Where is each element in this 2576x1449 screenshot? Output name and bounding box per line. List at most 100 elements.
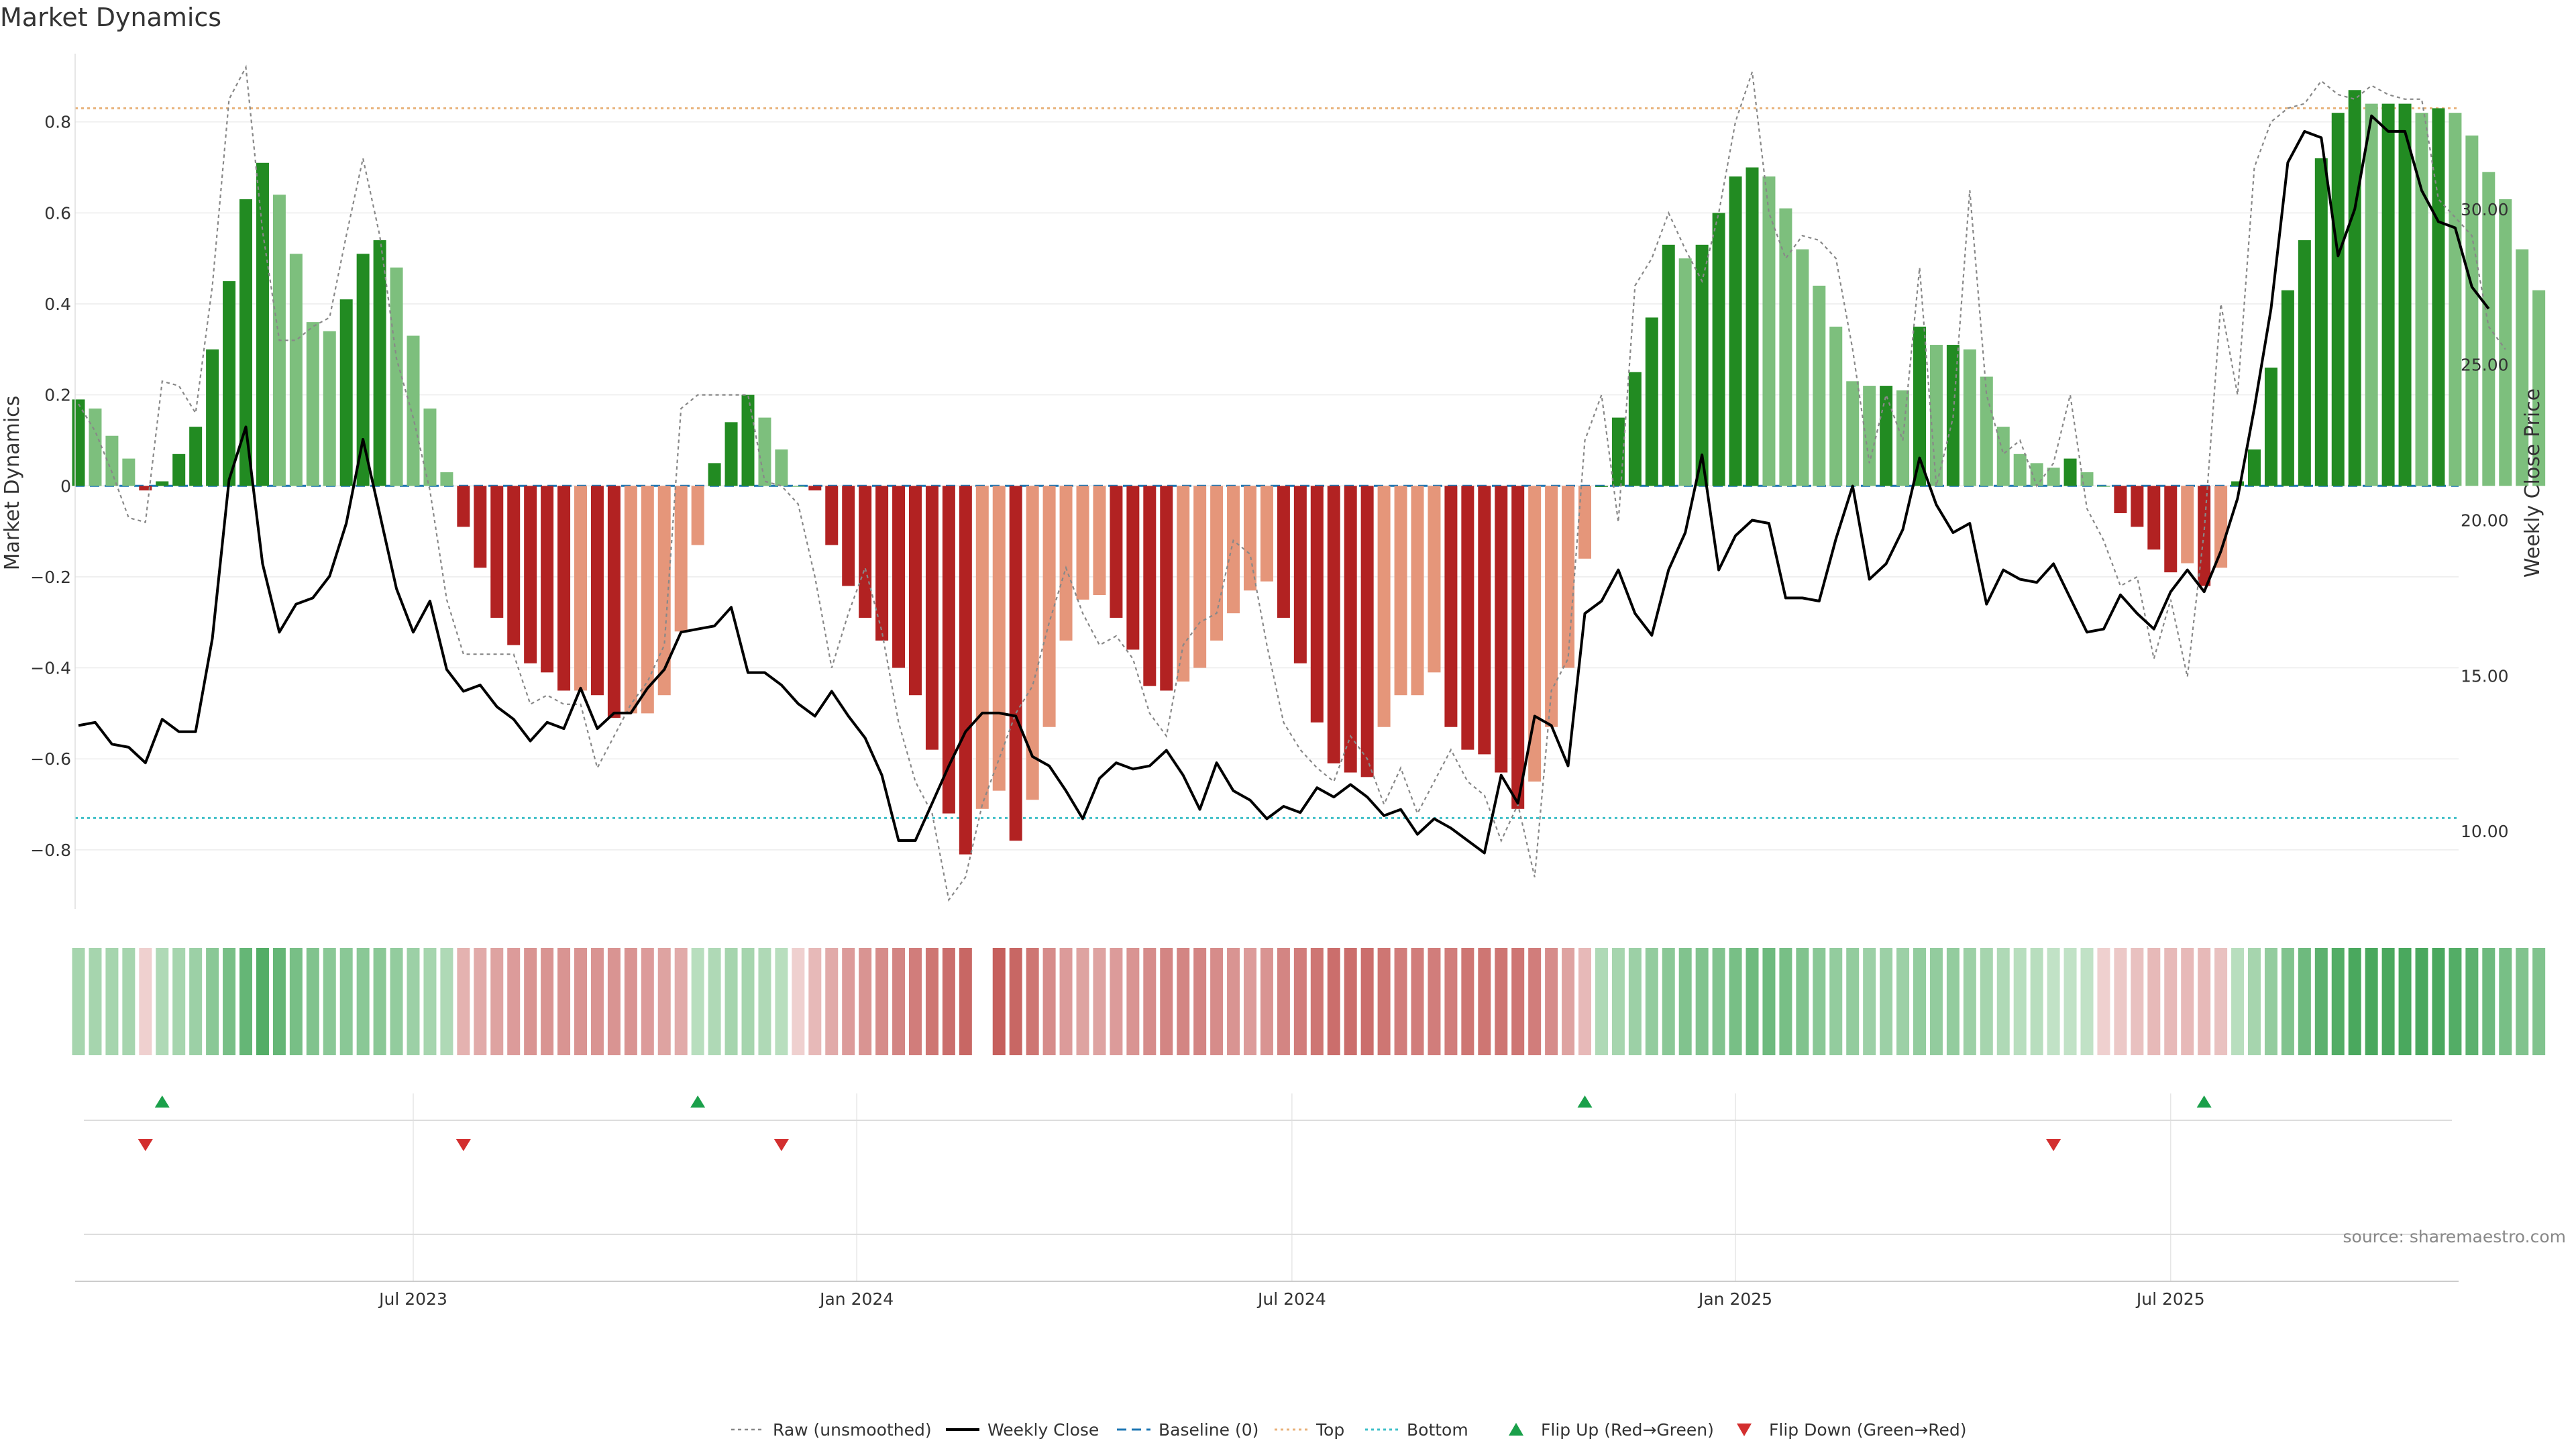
heat-cell — [892, 948, 906, 1055]
heat-cell — [1645, 948, 1658, 1055]
dynamics-bar — [172, 453, 186, 486]
heat-cell — [1009, 948, 1022, 1055]
dynamics-bar — [1528, 486, 1542, 782]
dynamics-bar — [223, 281, 236, 486]
heat-cell — [1143, 948, 1157, 1055]
dynamics-bar — [1160, 486, 1173, 691]
dynamics-bar — [1628, 372, 1642, 486]
heat-cell — [356, 948, 370, 1055]
dynamics-bar — [1813, 285, 1826, 486]
heat-cell — [1193, 948, 1207, 1055]
dynamics-bar — [206, 349, 219, 486]
heat-cell — [2097, 948, 2110, 1055]
heat-cell — [1913, 948, 1926, 1055]
dynamics-bar — [1762, 176, 1776, 486]
heat-cell — [1813, 948, 1826, 1055]
heat-cell — [2532, 948, 2546, 1055]
heat-cell — [758, 948, 771, 1055]
heat-cell — [590, 948, 604, 1055]
right-axis: 10.00 15.00 20.00 25.00 30.00 — [2461, 200, 2509, 841]
x-axis: Jul 2023 Jan 2024 Jul 2024 Jan 2025 Jul 2025 — [75, 1281, 2459, 1309]
dynamics-bar — [156, 481, 169, 486]
dynamics-bar — [1796, 249, 1809, 486]
dynamics-bar — [1863, 386, 1876, 486]
heat-cell — [1896, 948, 1910, 1055]
heat-cell — [691, 948, 704, 1055]
dynamics-bar — [2264, 367, 2277, 486]
legend-label: Top — [1316, 1420, 1344, 1440]
heat-cell — [1611, 948, 1625, 1055]
dynamics-bar — [808, 486, 822, 491]
heat-cell — [507, 948, 521, 1055]
heat-cell — [1377, 948, 1391, 1055]
dynamics-bar — [2047, 468, 2060, 486]
dynamics-bar — [1411, 486, 1424, 696]
dynamics-bar — [1511, 486, 1525, 809]
heat-cell — [2449, 948, 2462, 1055]
dynamics-bar — [239, 199, 252, 486]
heat-cell — [2516, 948, 2529, 1055]
heat-cell — [574, 948, 587, 1055]
dynamics-bar — [1377, 486, 1391, 727]
right-tick-label: 25.00 — [2461, 356, 2509, 375]
right-tick-label: 20.00 — [2461, 511, 2509, 530]
dynamics-bar — [2164, 486, 2178, 573]
dynamics-bar — [2231, 481, 2245, 486]
dynamics-bar — [122, 458, 136, 486]
heat-cell — [457, 948, 470, 1055]
dynamics-bar — [992, 486, 1006, 791]
dynamics-bar — [1996, 427, 2010, 486]
heat-cell — [607, 948, 621, 1055]
dynamics-bar — [1746, 167, 1759, 486]
heat-cell — [423, 948, 437, 1055]
heat-cell — [1695, 948, 1709, 1055]
heat-cell — [1779, 948, 1792, 1055]
heat-cell — [2398, 948, 2412, 1055]
heat-cell — [1829, 948, 1843, 1055]
dynamics-bar — [741, 394, 755, 486]
right-axis-title: Weekly Close Price — [2521, 388, 2544, 578]
heat-cell — [1411, 948, 1424, 1055]
heat-cell — [2198, 948, 2211, 1055]
heat-cell — [2248, 948, 2261, 1055]
weekly-close-line — [78, 114, 2490, 855]
x-tick-label: Jul 2024 — [1256, 1289, 1326, 1309]
dynamics-bar — [1244, 486, 1256, 591]
heat-cell — [1762, 948, 1776, 1055]
dynamics-bar — [1193, 486, 1207, 668]
heat-cell — [1277, 948, 1290, 1055]
dynamics-bar — [1929, 345, 1943, 486]
heat-cell — [708, 948, 721, 1055]
heat-cell — [1428, 948, 1441, 1055]
x-tick-label: Jul 2025 — [2135, 1289, 2205, 1309]
heat-cell — [1528, 948, 1542, 1055]
heat-cell — [272, 948, 286, 1055]
dynamics-bar — [1562, 486, 1575, 668]
dynamics-bar — [1444, 486, 1458, 727]
dynamics-bar — [1277, 486, 1290, 618]
heat-cell — [490, 948, 504, 1055]
dynamics-bar — [758, 417, 771, 486]
heat-cell — [959, 948, 972, 1055]
heat-cell — [189, 948, 203, 1055]
heat-cell — [2063, 948, 2077, 1055]
heat-cell — [1478, 948, 1491, 1055]
dynamics-bar — [892, 486, 906, 668]
dynamics-bar — [1578, 486, 1591, 559]
heat-cell — [792, 948, 805, 1055]
dynamics-bar — [1210, 486, 1224, 641]
flip-down-marker — [2046, 1139, 2061, 1151]
heat-cell — [1344, 948, 1357, 1055]
dynamics-bar — [2281, 290, 2294, 486]
heat-cell — [1026, 948, 1039, 1055]
flip-down-marker — [455, 1139, 471, 1151]
grid — [75, 121, 2459, 1281]
dynamics-bar — [2516, 249, 2529, 486]
dynamics-bar — [2030, 463, 2043, 486]
heat-cell — [1662, 948, 1675, 1055]
dynamics-bar — [1461, 486, 1474, 750]
dynamics-bar — [524, 486, 537, 663]
heat-cell — [992, 948, 1006, 1055]
dynamics-bar — [1177, 486, 1190, 682]
heat-cell — [1244, 948, 1256, 1055]
